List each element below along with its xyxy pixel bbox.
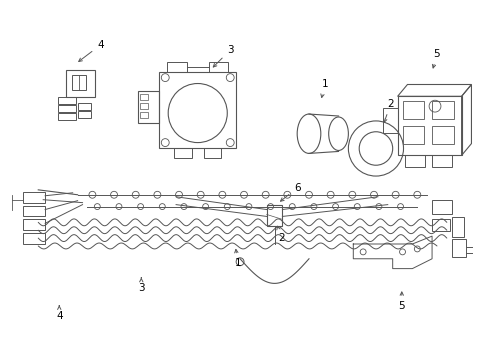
Bar [402, 101, 424, 119]
Bar [66, 70, 96, 97]
Bar [167, 62, 187, 72]
Bar [402, 126, 424, 144]
Bar [159, 72, 236, 148]
Bar [58, 113, 75, 120]
Bar [432, 126, 454, 144]
Bar [140, 112, 147, 118]
Bar [140, 94, 147, 100]
Text: 1: 1 [321, 80, 328, 98]
Bar [383, 108, 397, 133]
Text: 2: 2 [384, 99, 394, 122]
Bar [267, 204, 282, 226]
Bar [452, 217, 464, 237]
Bar [204, 148, 221, 158]
Bar [24, 233, 45, 244]
Text: 1: 1 [234, 249, 241, 268]
Bar [138, 91, 159, 123]
Bar [209, 62, 228, 72]
Bar [432, 200, 452, 215]
Text: 4: 4 [56, 306, 63, 321]
Bar [452, 239, 466, 257]
Bar [140, 103, 147, 109]
Bar [432, 219, 450, 231]
Bar [24, 219, 45, 230]
Bar [77, 111, 92, 118]
Text: 3: 3 [213, 45, 234, 67]
Text: 5: 5 [398, 292, 405, 311]
Bar [24, 206, 45, 216]
Bar [432, 156, 452, 167]
Bar [406, 156, 425, 167]
Text: 6: 6 [280, 183, 300, 201]
Bar [77, 103, 92, 110]
Bar [58, 105, 75, 112]
Text: 2: 2 [277, 226, 285, 243]
Bar [24, 192, 45, 203]
Bar [174, 148, 192, 158]
Bar [58, 97, 75, 104]
Text: 4: 4 [79, 40, 103, 62]
Text: 5: 5 [432, 49, 441, 68]
Bar [432, 101, 454, 119]
Text: 3: 3 [138, 278, 145, 293]
Bar [397, 96, 462, 156]
Bar [72, 75, 86, 90]
